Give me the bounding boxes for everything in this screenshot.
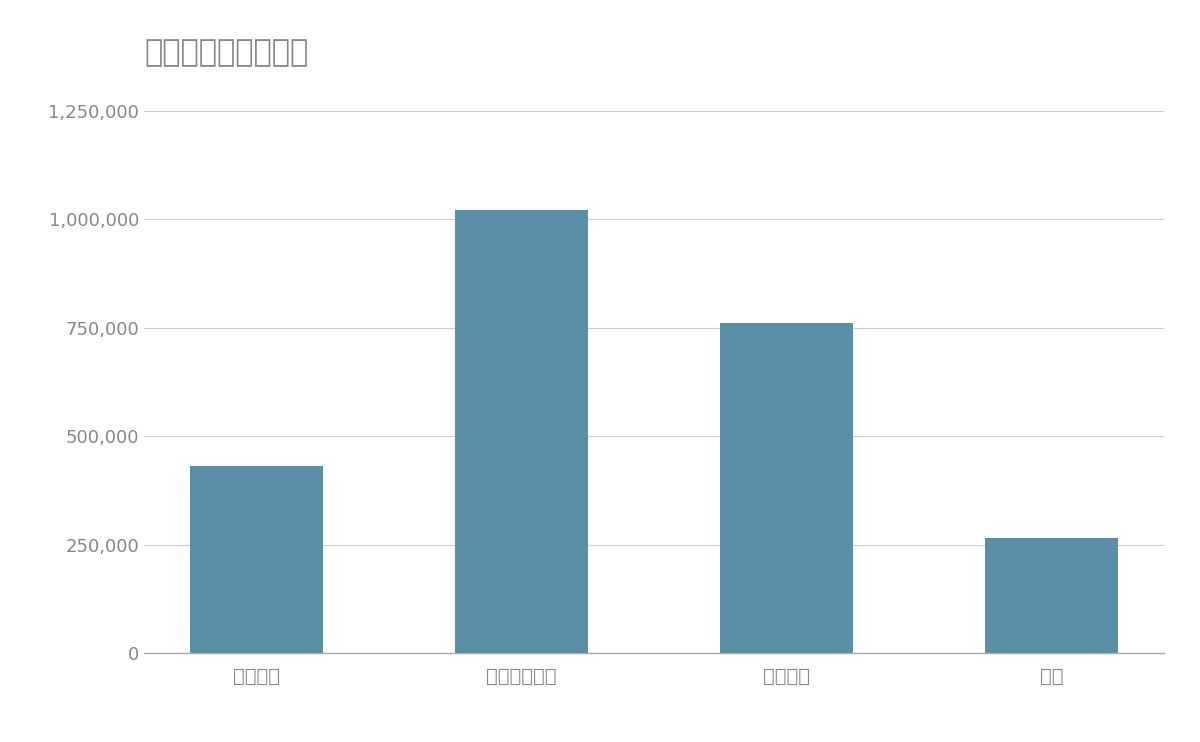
Bar (455, 211, 588, 653)
Bar (985, 538, 1117, 653)
Bar (191, 467, 323, 653)
Bar (720, 324, 853, 653)
Text: 競合含む年間売上高: 競合含む年間売上高 (144, 39, 308, 68)
